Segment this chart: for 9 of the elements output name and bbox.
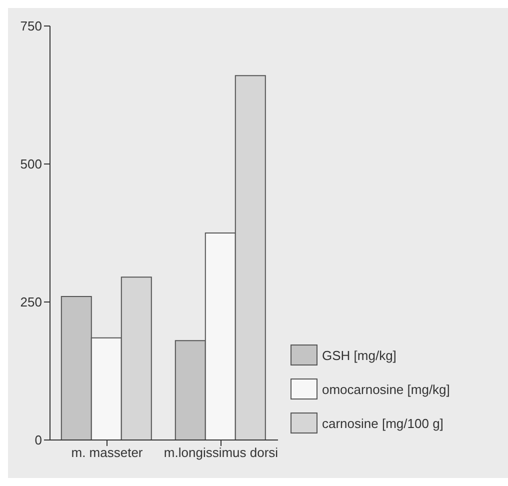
y-tick-label: 500 bbox=[20, 156, 42, 172]
legend-label: carnosine [mg/100 g] bbox=[322, 416, 444, 430]
x-tick-label: m.longissimus dorsi bbox=[164, 445, 278, 460]
x-tick-label: m. masseter bbox=[71, 445, 144, 460]
legend-label: GSH [mg/kg] bbox=[322, 348, 396, 362]
y-tick-label: 250 bbox=[20, 294, 42, 310]
legend-label: omocarnosine [mg/kg] bbox=[322, 382, 450, 396]
y-tick-label: 0 bbox=[34, 432, 42, 448]
y-tick-label: 750 bbox=[20, 18, 42, 34]
